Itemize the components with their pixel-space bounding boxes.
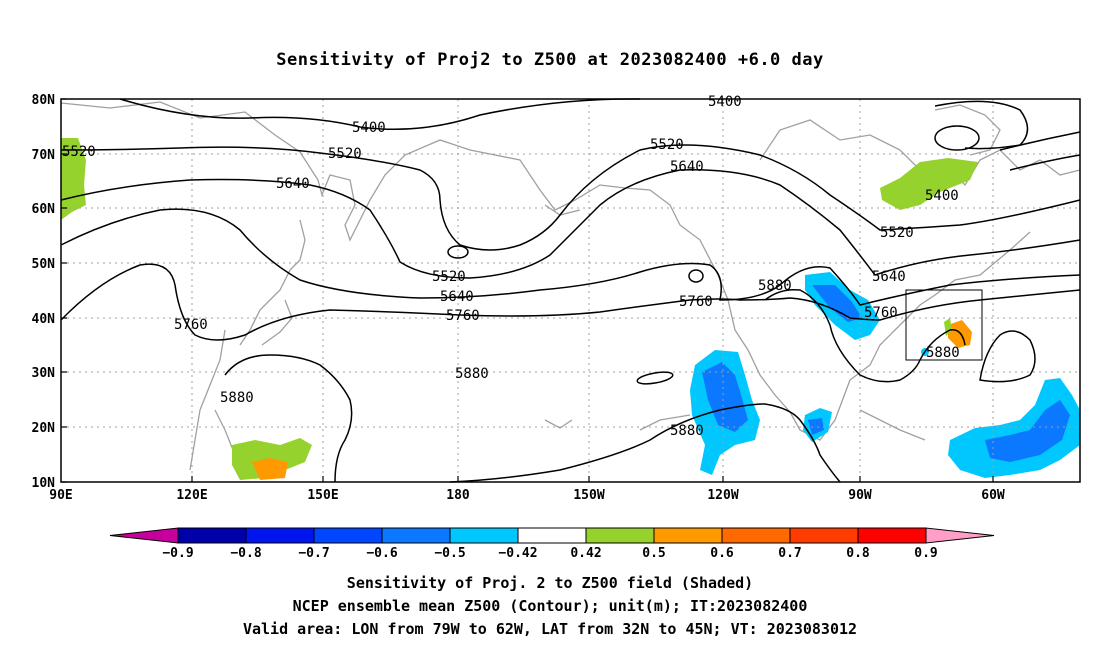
- caption-shading: Sensitivity of Proj. 2 to Z500 field (Sh…: [346, 574, 754, 592]
- contour-label: 5520: [880, 225, 914, 241]
- colorbar-tick-label: 0.5: [642, 546, 665, 561]
- contour-label: 5640: [872, 269, 906, 285]
- contour-label: 5400: [352, 120, 386, 136]
- map-title: Sensitivity of Proj2 to Z500 at 20230824…: [276, 50, 824, 70]
- colorbar-tick-label: −0.7: [298, 546, 329, 561]
- caption-valid-area: Valid area: LON from 79W to 62W, LAT fro…: [242, 620, 858, 638]
- colorbar-end-high: [925, 527, 995, 544]
- contour-label: 5880: [220, 390, 254, 406]
- contour-label: 5520: [328, 146, 362, 162]
- z500-contours: [60, 98, 1081, 483]
- contour-label: 5640: [440, 289, 474, 305]
- colorbar-swatch: [313, 527, 383, 544]
- colorbar-tick-label: −0.8: [230, 546, 261, 561]
- lat-label: 70N: [32, 148, 56, 163]
- colorbar-tick-label: 0.9: [914, 546, 937, 561]
- colorbar-tick-label: 0.6: [710, 546, 734, 561]
- shade-blue-mexico-inner: [702, 362, 748, 432]
- lat-label: 20N: [32, 421, 56, 436]
- tick-marks: [61, 98, 994, 483]
- shade-orange-philippine: [252, 458, 288, 480]
- contour-label: 5520: [650, 137, 684, 153]
- lon-label: 150W: [573, 488, 604, 503]
- contour-label: 5760: [679, 294, 713, 310]
- lat-label: 80N: [32, 93, 56, 108]
- colorbar-swatch: [449, 527, 519, 544]
- contour-label: 5520: [62, 144, 96, 160]
- contour-label: 5760: [174, 317, 208, 333]
- colorbar-tick-label: 0.7: [778, 546, 801, 561]
- contour-label: 5880: [926, 345, 960, 361]
- colorbar-swatch: [517, 527, 587, 544]
- colorbar-end-low: [109, 527, 179, 544]
- contour-label: 5880: [455, 366, 489, 382]
- shade-blue-atlantic: [948, 378, 1080, 478]
- lat-label: 30N: [32, 366, 56, 381]
- lat-label: 40N: [32, 312, 56, 327]
- contour-label: 5760: [446, 308, 480, 324]
- colorbar-swatch: [177, 527, 247, 544]
- grid-lines: [61, 99, 1080, 482]
- colorbar-tick-label: 0.8: [846, 546, 870, 561]
- colorbar-tick-label: −0.42: [498, 546, 537, 561]
- contour-label: 5520: [432, 269, 466, 285]
- colorbar-swatch: [857, 527, 927, 544]
- contour-label: 5640: [670, 159, 704, 175]
- contour-label: 5760: [864, 305, 898, 321]
- colorbar-swatch: [585, 527, 655, 544]
- shade-blue-california-inner: [812, 285, 862, 322]
- sensitivity-shading: [61, 138, 1080, 480]
- contour-label: 5880: [670, 423, 704, 439]
- colorbar-tick-label: −0.5: [434, 546, 465, 561]
- contour-labels: 5400 5400 5520 5520 5520 5520 5520 5640 …: [62, 94, 960, 439]
- colorbar: −0.9 −0.8 −0.7 −0.6 −0.5 −0.42 0.42 0.5 0.6 0.7 0.…: [109, 527, 995, 561]
- contour-label: 5640: [276, 176, 310, 192]
- shade-blue-atlantic-inner: [985, 400, 1070, 462]
- shade-blue-central-inner: [808, 418, 824, 435]
- lon-label: 120E: [176, 488, 207, 503]
- colorbar-swatch: [653, 527, 723, 544]
- caption-contour: NCEP ensemble mean Z500 (Contour); unit(…: [292, 597, 808, 615]
- colorbar-tick-label: −0.9: [162, 546, 193, 561]
- contour-label: 5880: [758, 278, 792, 294]
- lon-label: 90E: [49, 488, 72, 503]
- latitude-labels: 80N 70N 60N 50N 40N 30N 20N 10N: [32, 93, 56, 491]
- colorbar-swatch: [789, 527, 859, 544]
- contour-label: 5400: [925, 188, 959, 204]
- lon-label: 150E: [307, 488, 338, 503]
- colorbar-swatch: [721, 527, 791, 544]
- longitude-labels: 90E 120E 150E 180 150W 120W 90W 60W: [49, 488, 1005, 503]
- shade-green-labrador: [880, 158, 978, 210]
- lat-label: 50N: [32, 257, 56, 272]
- shade-green-west: [61, 138, 86, 220]
- lat-label: 10N: [32, 476, 56, 491]
- colorbar-tick-label: −0.6: [366, 546, 397, 561]
- lon-label: 60W: [981, 488, 1005, 503]
- lat-label: 60N: [32, 202, 56, 217]
- colorbar-swatch: [381, 527, 451, 544]
- colorbar-swatch: [245, 527, 315, 544]
- lon-label: 180: [446, 488, 470, 503]
- lon-label: 90W: [848, 488, 872, 503]
- valid-area-box: [905, 289, 983, 361]
- lon-label: 120W: [707, 488, 738, 503]
- map-frame: [60, 98, 1081, 483]
- colorbar-tick-label: 0.42: [570, 546, 601, 561]
- contour-label: 5400: [708, 94, 742, 110]
